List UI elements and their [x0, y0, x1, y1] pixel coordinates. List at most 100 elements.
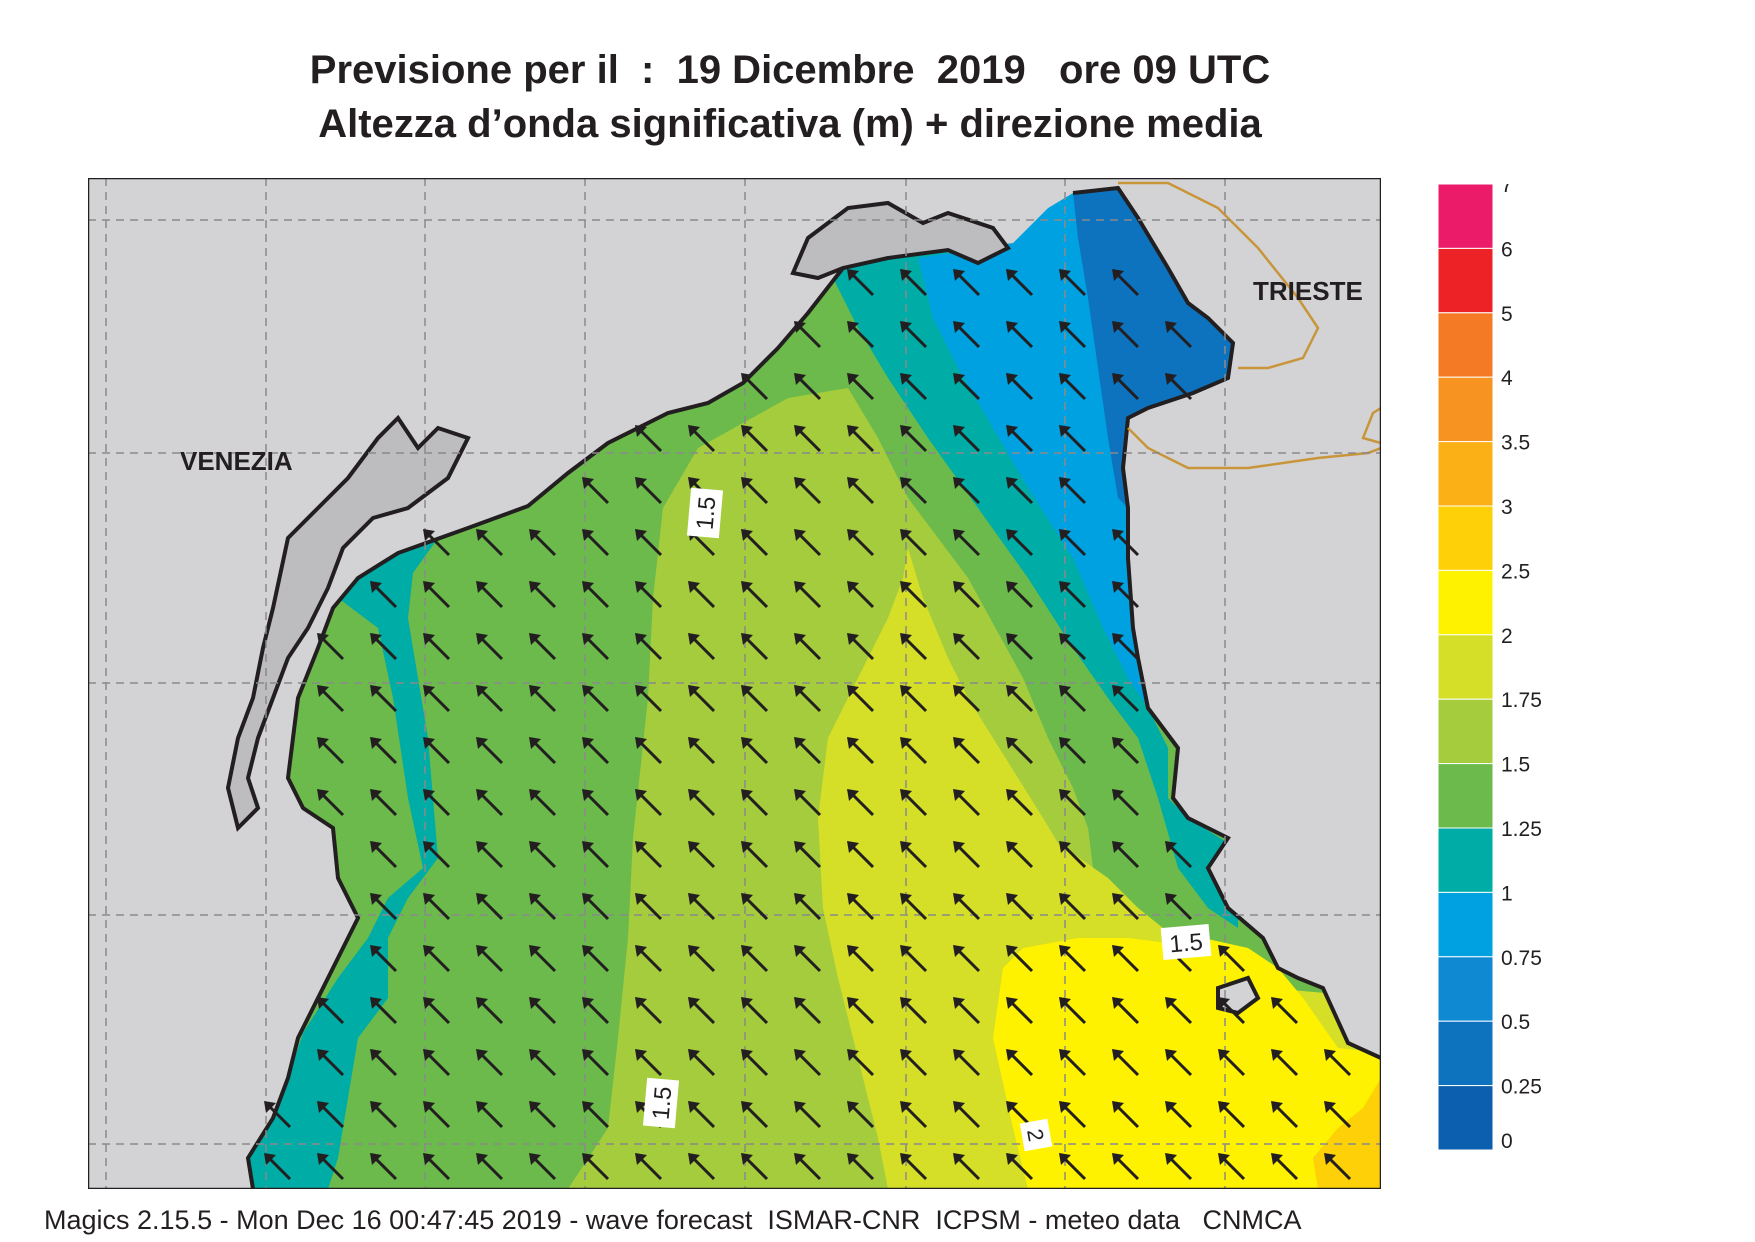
wave-direction-arrow — [953, 373, 981, 401]
wave-direction-arrow — [317, 1049, 345, 1077]
wave-direction-arrow — [370, 997, 398, 1025]
wave-direction-arrow — [476, 737, 504, 765]
legend-swatch — [1438, 376, 1494, 443]
wave-direction-arrow — [317, 789, 345, 817]
wave-direction-arrow — [847, 1049, 875, 1077]
wave-direction-arrow — [476, 1101, 504, 1129]
wave-direction-arrow — [847, 373, 875, 401]
wave-direction-arrow — [423, 1153, 451, 1181]
wave-direction-arrow — [317, 997, 345, 1025]
wave-direction-arrow — [635, 633, 663, 661]
wave-direction-arrow — [741, 529, 769, 557]
wave-direction-arrow — [635, 737, 663, 765]
wave-direction-arrow — [900, 529, 928, 557]
wave-direction-arrow — [1006, 477, 1034, 505]
wave-direction-arrow — [688, 789, 716, 817]
wave-direction-arrow — [1059, 789, 1087, 817]
legend-label: 0.5 — [1501, 1011, 1530, 1034]
wave-direction-arrow — [900, 1101, 928, 1129]
wave-direction-arrow — [900, 321, 928, 349]
wave-direction-arrows — [264, 269, 1352, 1181]
wave-direction-arrow — [953, 841, 981, 869]
wave-direction-arrow — [423, 685, 451, 713]
legend-swatch — [1438, 312, 1494, 378]
wave-direction-arrow — [847, 1101, 875, 1129]
wave-direction-arrow — [1112, 633, 1140, 661]
wave-direction-arrow — [741, 633, 769, 661]
wave-direction-arrow — [1271, 997, 1299, 1025]
wave-direction-arrow — [688, 685, 716, 713]
wave-direction-arrow — [1006, 321, 1034, 349]
wave-direction-arrow — [741, 477, 769, 505]
wave-direction-arrow — [688, 425, 716, 453]
wave-direction-arrow — [635, 893, 663, 921]
wave-direction-arrow — [1112, 581, 1140, 609]
wave-direction-arrow — [1112, 789, 1140, 817]
wave-direction-arrow — [953, 581, 981, 609]
wave-direction-arrow — [847, 477, 875, 505]
legend-label: 5 — [1501, 303, 1513, 326]
wave-direction-arrow — [1006, 945, 1034, 973]
wave-direction-arrow — [476, 685, 504, 713]
wave-direction-arrow — [953, 269, 981, 297]
wave-direction-arrow — [741, 841, 769, 869]
wave-direction-arrow — [1059, 1101, 1087, 1129]
wave-direction-arrow — [1165, 373, 1193, 401]
wave-direction-arrow — [582, 1101, 610, 1129]
wave-direction-arrow — [582, 529, 610, 557]
legend-label: 6 — [1501, 238, 1513, 261]
wave-direction-arrow — [1112, 1101, 1140, 1129]
wave-direction-arrow — [794, 373, 822, 401]
wave-direction-arrow — [1112, 737, 1140, 765]
wave-direction-arrow — [794, 737, 822, 765]
wave-direction-arrow — [582, 477, 610, 505]
wave-direction-arrow — [476, 893, 504, 921]
wave-direction-arrow — [900, 789, 928, 817]
plume-2-5 — [993, 938, 1381, 1189]
wave-direction-arrow — [847, 581, 875, 609]
wave-direction-arrow — [1165, 841, 1193, 869]
wave-direction-arrow — [370, 1101, 398, 1129]
wave-direction-arrow — [794, 581, 822, 609]
wave-direction-arrow — [1271, 1101, 1299, 1129]
wave-direction-arrow — [1059, 685, 1087, 713]
wave-direction-arrow — [423, 997, 451, 1025]
wave-direction-arrow — [423, 529, 451, 557]
wave-direction-arrow — [423, 841, 451, 869]
wave-direction-arrow — [741, 893, 769, 921]
wave-direction-arrow — [370, 633, 398, 661]
grado-lagoon — [790, 200, 1012, 281]
svg-text:1.5: 1.5 — [692, 495, 722, 531]
wave-direction-arrow — [1112, 269, 1140, 297]
blue-0-5 — [1073, 188, 1233, 508]
wave-direction-arrow — [900, 373, 928, 401]
wave-direction-arrow — [1324, 1101, 1352, 1129]
legend-label: 1.75 — [1501, 689, 1542, 712]
wave-direction-arrow — [370, 737, 398, 765]
wave-direction-arrow — [1218, 945, 1246, 973]
wave-direction-arrow — [1059, 633, 1087, 661]
wave-direction-arrow — [1165, 321, 1193, 349]
wave-direction-arrow — [1006, 789, 1034, 817]
legend-label: 4 — [1501, 367, 1513, 390]
wave-direction-arrow — [529, 1153, 557, 1181]
wave-direction-arrow — [370, 1153, 398, 1181]
wave-direction-arrow — [635, 945, 663, 973]
legend-label: 0 — [1501, 1130, 1513, 1150]
wave-direction-arrow — [953, 1101, 981, 1129]
wave-direction-arrow — [953, 633, 981, 661]
city-label-trieste: TRIESTE — [1253, 276, 1363, 306]
wave-direction-arrow — [741, 685, 769, 713]
wave-direction-arrow — [264, 1101, 292, 1129]
legend-swatch — [1438, 891, 1494, 958]
wave-direction-arrow — [1112, 997, 1140, 1025]
wave-direction-arrow — [1006, 373, 1034, 401]
legend-label: 3.5 — [1501, 432, 1530, 455]
wave-direction-arrow — [794, 1101, 822, 1129]
wave-direction-arrow — [529, 893, 557, 921]
wave-direction-arrow — [741, 425, 769, 453]
wave-direction-arrow — [847, 1153, 875, 1181]
wave-direction-arrow — [741, 1049, 769, 1077]
wave-direction-arrow — [582, 841, 610, 869]
wave-direction-arrow — [582, 945, 610, 973]
